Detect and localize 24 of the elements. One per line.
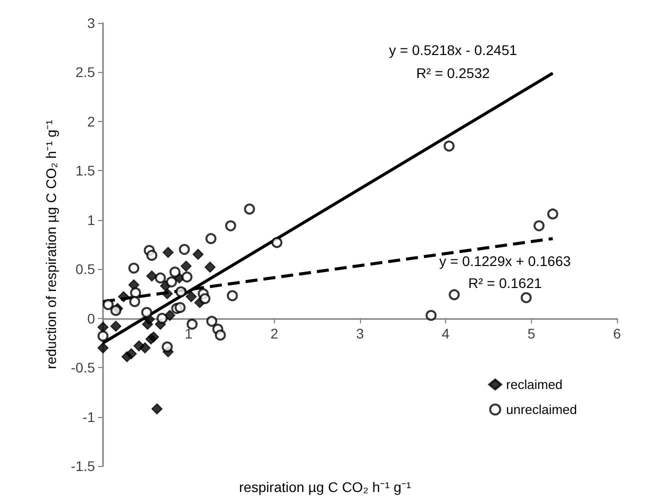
- x-axis-title: respiration µg C CO₂ h⁻¹ g⁻¹: [238, 479, 412, 495]
- y-tick-label: -1: [82, 408, 96, 425]
- x-tick-label: 2: [270, 325, 278, 342]
- legend-label: reclaimed: [506, 377, 563, 392]
- x-tick-label: 6: [613, 325, 622, 342]
- y-tick-label: -0.5: [70, 360, 96, 376]
- legend-label: unreclaimed: [506, 402, 578, 417]
- y-tick-label: 1: [87, 212, 96, 228]
- annotation: R² = 0.1621: [468, 275, 542, 291]
- x-tick-label: 5: [527, 325, 536, 342]
- y-tick-label: 1.5: [76, 162, 96, 179]
- annotation: R² = 0.2532: [416, 65, 490, 81]
- y-tick-label: 0.5: [76, 261, 96, 278]
- x-tick-label: 3: [356, 325, 364, 342]
- y-tick-label: 3: [87, 15, 96, 31]
- y-tick-label: 0: [87, 310, 96, 326]
- y-tick-label: 2.5: [76, 64, 96, 80]
- annotation: y = 0.1229x + 0.1663: [439, 253, 571, 269]
- x-tick-label: 1: [184, 325, 193, 342]
- y-tick-label: 2: [87, 113, 96, 130]
- annotation: y = 0.5218x - 0.2451: [388, 42, 518, 58]
- y-tick-label: -1.5: [70, 458, 96, 474]
- x-tick-label: 4: [442, 325, 450, 342]
- y-axis-title: reduction of respiration µg C CO₂ h⁻¹ g⁻¹: [43, 120, 59, 370]
